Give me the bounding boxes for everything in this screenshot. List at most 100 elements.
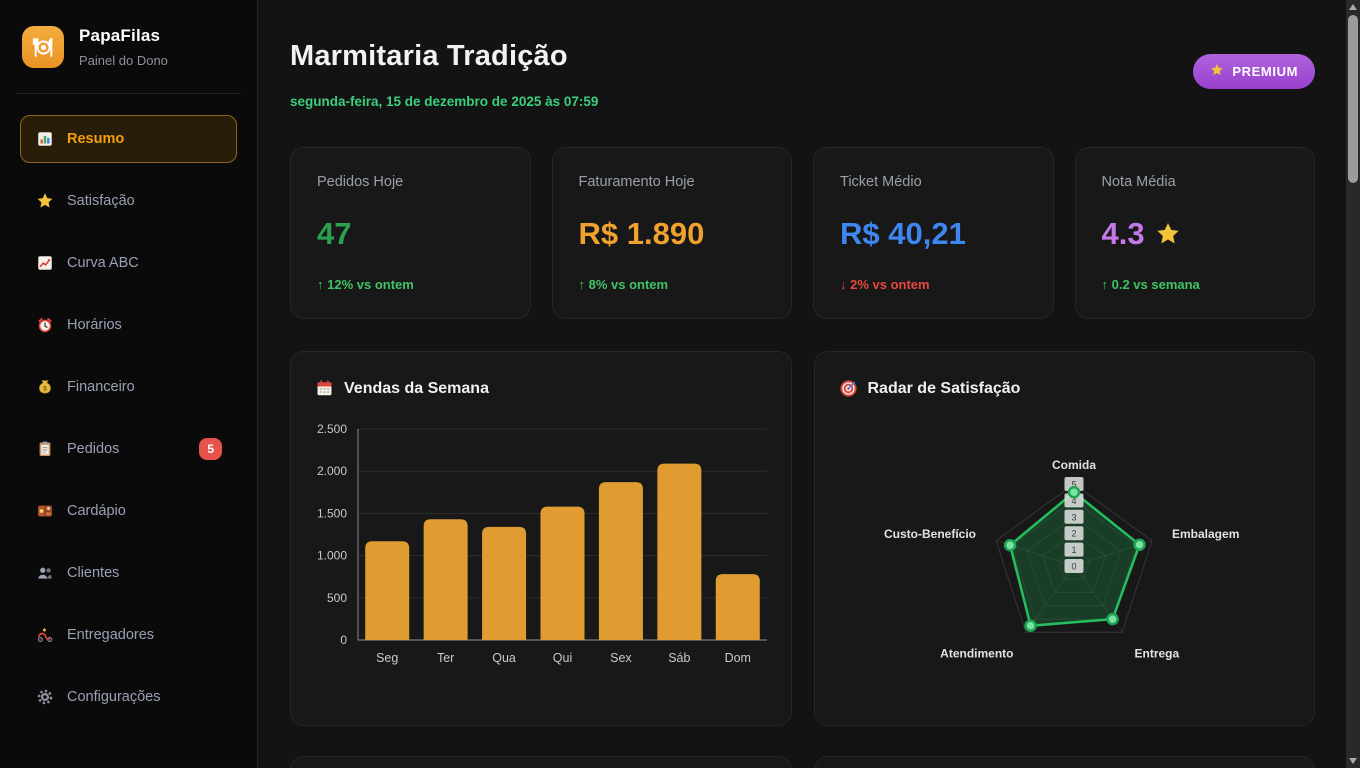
sidebar-item-label: Configurações	[67, 689, 161, 705]
radar-data-polygon	[1008, 490, 1141, 627]
bottom-cards-row	[290, 756, 1315, 768]
scroll-up-arrow-icon[interactable]	[1349, 4, 1357, 10]
radar-de-satisfacao-card: Radar de Satisfação 0 1 2 3 4 5 Comida Embalage…	[813, 351, 1315, 726]
partial-card-right	[813, 756, 1315, 768]
bento-box-icon	[35, 502, 54, 521]
partial-card-left	[290, 756, 792, 768]
star-icon	[1210, 63, 1224, 80]
svg-text:Dom: Dom	[725, 651, 751, 665]
svg-text:Seg: Seg	[376, 651, 398, 665]
svg-text:$: $	[43, 385, 47, 392]
clipboard-icon	[35, 440, 54, 459]
sidebar-item-satisfacao[interactable]: Satisfação	[20, 177, 237, 225]
sidebar-item-label: Financeiro	[67, 379, 135, 395]
stat-value: R$ 1.890	[579, 218, 766, 249]
radar-de-satisfacao-chart: 0 1 2 3 4 5 Comida Embalagem Entrega Atendimento C…	[837, 404, 1293, 711]
sidebar-item-label: Pedidos	[67, 441, 120, 457]
bar-ter	[423, 519, 468, 640]
sidebar-divider	[16, 93, 241, 94]
stat-label: Nota Média	[1101, 174, 1176, 190]
bar-sab	[657, 463, 702, 640]
premium-badge: PREMIUM	[1193, 54, 1315, 89]
stats-row: Pedidos Hoje 47 ↑ 12% vs ontem Faturamento …	[290, 147, 1315, 319]
svg-text:Entrega: Entrega	[1134, 646, 1179, 660]
calendar-icon	[315, 379, 334, 398]
stat-label: Pedidos Hoje	[317, 174, 404, 190]
svg-text:Qua: Qua	[492, 651, 516, 665]
sidebar-item-resumo[interactable]: Resumo	[20, 115, 237, 163]
sidebar-item-label: Entregadores	[67, 627, 155, 643]
premium-label: PREMIUM	[1232, 64, 1298, 79]
stat-value-text: 47	[317, 216, 352, 251]
radar-de-satisfacao-title: Radar de Satisfação	[839, 379, 1293, 398]
sidebar-item-label: Clientes	[67, 565, 120, 581]
radar-chart-svg: 0 1 2 3 4 5 Comida Embalagem Entrega Atendimento C…	[883, 458, 1239, 660]
stat-card-nota-media: Nota Média 4.3 ↑ 0.2 vs semana	[1074, 147, 1315, 319]
svg-text:Qui: Qui	[553, 651, 572, 665]
bar-dom	[715, 574, 760, 640]
money-bag-icon: $	[35, 378, 54, 397]
scrollbar-thumb[interactable]	[1348, 15, 1358, 183]
sidebar-item-label: Horários	[67, 317, 122, 333]
scooter-icon	[35, 626, 54, 645]
stat-value: 4.3	[1102, 218, 1289, 249]
svg-text:Embalagem: Embalagem	[1172, 527, 1239, 541]
charts-row: Vendas da Semana 0 500 1.000 1.500 2.000 2.50…	[290, 351, 1315, 726]
stat-card-faturamento-hoje: Faturamento Hoje R$ 1.890 ↑ 8% vs ontem	[551, 147, 792, 319]
brand-name: PapaFilas	[79, 26, 161, 45]
page-header: Marmitaria Tradição segunda-feira, 15 de…	[290, 40, 1315, 109]
vertical-scrollbar[interactable]	[1346, 0, 1360, 768]
svg-text:0: 0	[340, 633, 347, 647]
notification-badge: 5	[199, 438, 222, 460]
bar-sex	[598, 482, 643, 640]
svg-text:Atendimento: Atendimento	[940, 646, 1013, 660]
page-header-left: Marmitaria Tradição segunda-feira, 15 de…	[290, 40, 598, 109]
chart-increasing-icon	[35, 254, 54, 273]
page-title: Marmitaria Tradição	[290, 40, 568, 72]
star-icon	[1155, 221, 1181, 247]
svg-text:1: 1	[1071, 545, 1076, 555]
chart-title-text: Radar de Satisfação	[867, 379, 1021, 397]
sidebar-item-configuracoes[interactable]: Configurações	[20, 673, 237, 721]
scroll-down-arrow-icon[interactable]	[1349, 758, 1357, 764]
sidebar-item-clientes[interactable]: Clientes	[20, 549, 237, 597]
target-icon	[839, 379, 858, 398]
svg-text:2: 2	[1071, 529, 1076, 539]
sidebar-item-curva-abc[interactable]: Curva ABC	[20, 239, 237, 287]
stat-delta: ↑ 12% vs ontem	[317, 277, 414, 292]
chart-title-text: Vendas da Semana	[344, 379, 489, 397]
brand-subtitle: Painel do Dono	[79, 53, 168, 68]
svg-text:2.000: 2.000	[317, 464, 347, 478]
sidebar-item-horarios[interactable]: Horários	[20, 301, 237, 349]
bar-chart-icon	[35, 130, 54, 149]
stat-delta: ↑ 8% vs ontem	[578, 277, 669, 292]
stat-value-text: 4.3	[1101, 216, 1145, 251]
vendas-da-semana-title: Vendas da Semana	[315, 379, 769, 398]
star-icon	[35, 192, 54, 211]
fork-knife-plate-icon	[22, 26, 64, 68]
stat-label: Faturamento Hoje	[578, 174, 695, 190]
sidebar-item-cardapio[interactable]: Cardápio	[20, 487, 237, 535]
svg-text:Ter: Ter	[437, 651, 454, 665]
bar-qua	[482, 526, 527, 640]
main-content: Marmitaria Tradição segunda-feira, 15 de…	[258, 0, 1360, 768]
brand: PapaFilas Painel do Dono	[20, 26, 237, 68]
stat-label: Ticket Médio	[840, 174, 922, 190]
svg-text:Sex: Sex	[610, 651, 632, 665]
svg-text:2.500: 2.500	[317, 422, 347, 436]
svg-text:3: 3	[1071, 512, 1076, 522]
sidebar-item-entregadores[interactable]: Entregadores	[20, 611, 237, 659]
brand-text: PapaFilas Painel do Dono	[79, 26, 168, 68]
stat-value: R$ 40,21	[840, 218, 1027, 249]
sidebar-item-pedidos[interactable]: Pedidos 5	[20, 425, 237, 473]
stat-delta: ↑ 0.2 vs semana	[1101, 277, 1200, 292]
svg-text:5: 5	[1071, 480, 1076, 490]
vendas-da-semana-card: Vendas da Semana 0 500 1.000 1.500 2.000 2.50…	[290, 351, 792, 726]
stat-value-text: R$ 1.890	[578, 216, 705, 251]
vendas-da-semana-chart: 0 500 1.000 1.500 2.000 2.500 Seg Ter Qua Qui Sex S…	[313, 404, 769, 681]
sidebar-item-label: Resumo	[67, 131, 125, 147]
sidebar-item-financeiro[interactable]: $ Financeiro	[20, 363, 237, 411]
sidebar-item-label: Cardápio	[67, 503, 126, 519]
people-icon	[35, 564, 54, 583]
svg-text:4: 4	[1071, 496, 1076, 506]
